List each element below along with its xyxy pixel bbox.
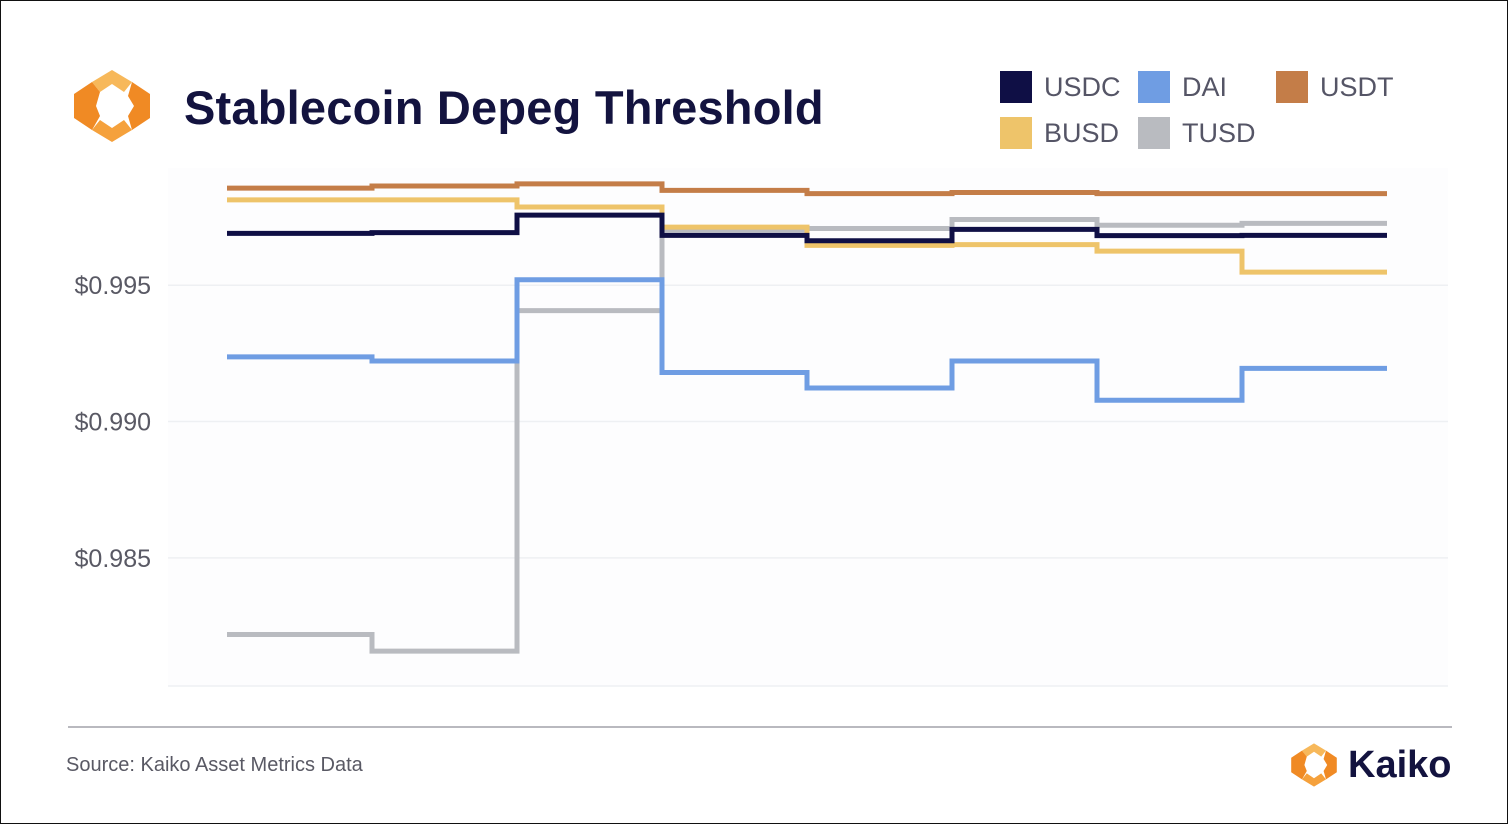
legend-item-usdt: USDT	[1276, 70, 1394, 104]
y-tick-label: $0.985	[75, 545, 151, 573]
legend-label-busd: BUSD	[1044, 117, 1120, 148]
series-line-dai	[227, 277, 1387, 403]
legend-swatch-icon	[1276, 71, 1308, 103]
legend-item-tusd: TUSD	[1138, 116, 1256, 150]
chart-title: Stablecoin Depeg Threshold	[184, 81, 824, 134]
series-layer	[227, 181, 1387, 654]
footer-divider	[68, 726, 1452, 728]
chart-legend: USDC DAI USDT BUSD TUSD	[1000, 66, 1420, 158]
brand-logo: Kaiko	[1290, 740, 1451, 790]
legend-swatch-icon	[1138, 117, 1170, 149]
legend-label-dai: DAI	[1182, 71, 1228, 102]
y-tick-label: $0.990	[75, 409, 151, 437]
legend-swatch-icon	[1138, 71, 1170, 103]
kaiko-logo-icon	[74, 70, 150, 142]
y-tick-layer: $0.985 $0.990 $0.995	[75, 272, 151, 573]
legend-label-usdc: USDC	[1044, 71, 1121, 102]
legend-item-dai: DAI	[1138, 70, 1227, 104]
series-line-usdc	[227, 212, 1387, 244]
legend-swatch-icon	[1000, 71, 1032, 103]
brand-name: Kaiko	[1348, 743, 1452, 786]
series-line-busd	[227, 197, 1387, 275]
grid-layer	[168, 168, 1448, 687]
legend-item-usdc: USDC	[1000, 70, 1121, 104]
kaiko-mark-icon	[1291, 743, 1337, 787]
series-line-usdt	[227, 181, 1387, 197]
plot-area	[168, 168, 1448, 686]
y-tick-label: $0.995	[75, 272, 151, 300]
legend-item-busd: BUSD	[1000, 116, 1119, 150]
legend-swatch-icon	[1000, 117, 1032, 149]
source-note: Source: Kaiko Asset Metrics Data	[66, 754, 363, 776]
legend-label-usdt: USDT	[1320, 71, 1394, 102]
legend-label-tusd: TUSD	[1182, 117, 1256, 148]
